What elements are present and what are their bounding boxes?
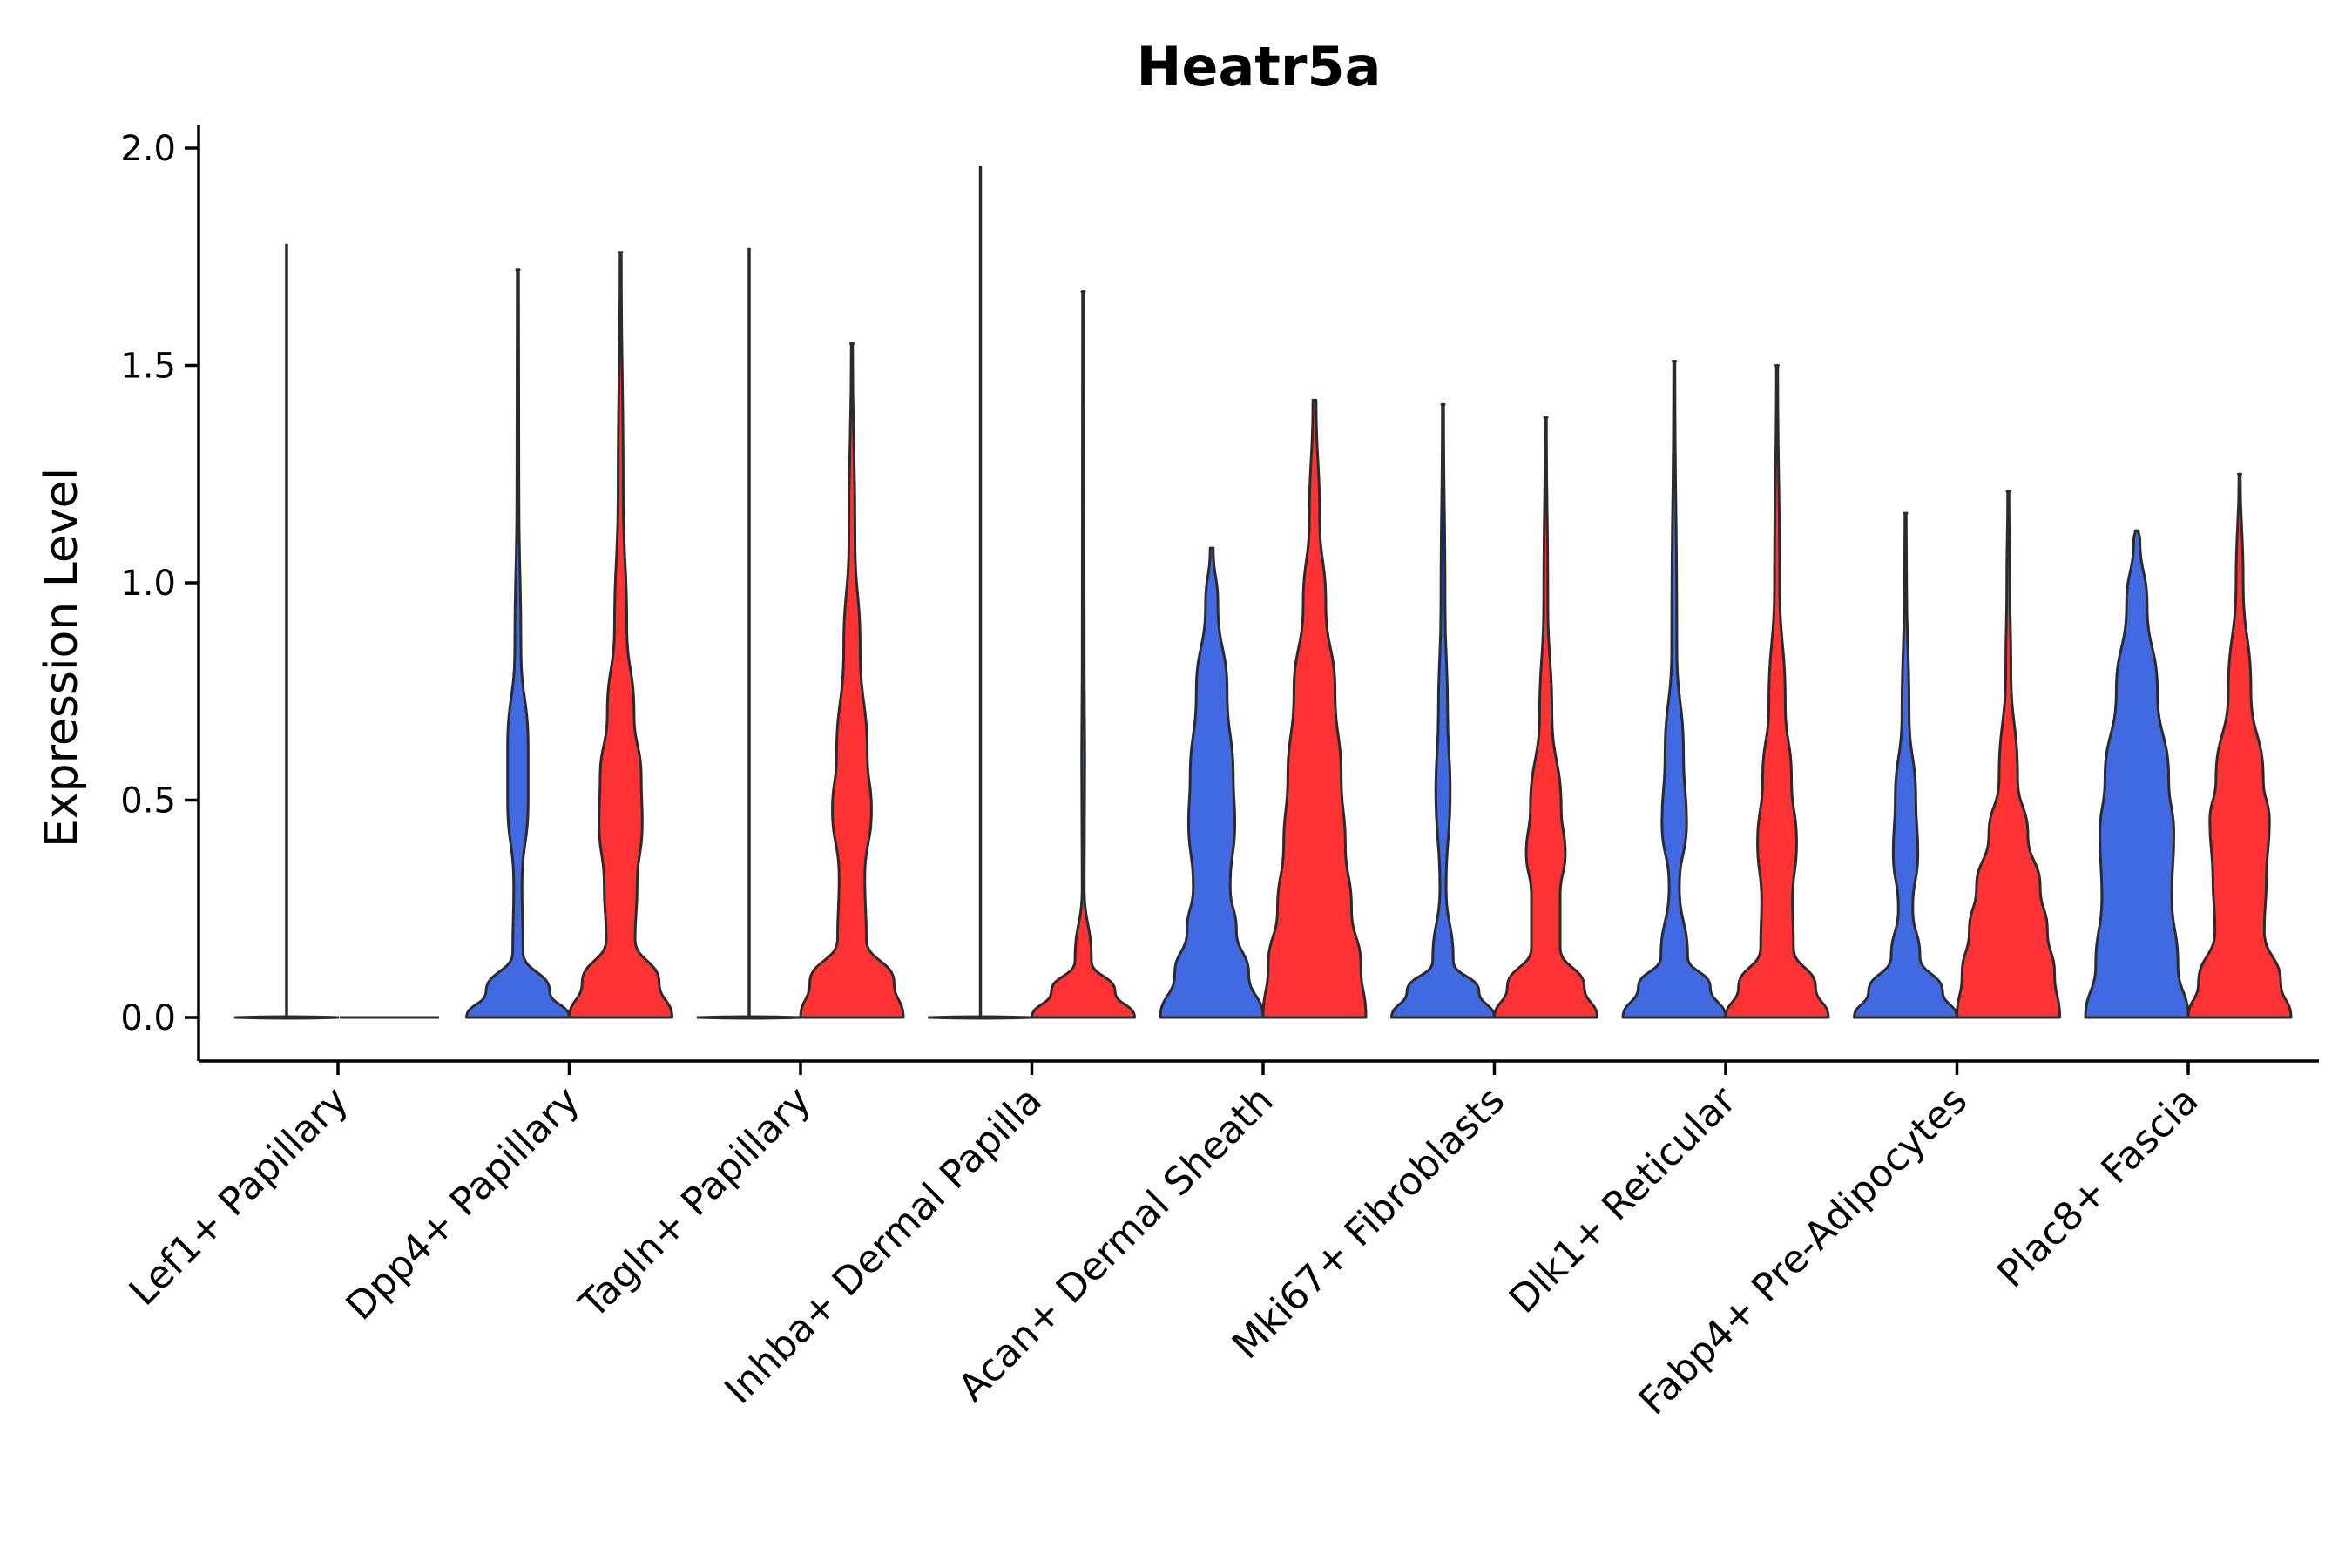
y-tick-label: 2.0 bbox=[120, 129, 176, 169]
violin-shape bbox=[1390, 402, 1496, 1019]
violin-shape bbox=[2186, 472, 2293, 1019]
violin-shape bbox=[799, 342, 905, 1019]
y-tick-label: 1.5 bbox=[120, 347, 176, 387]
plot-area bbox=[233, 165, 2293, 1020]
y-tick-label: 1.0 bbox=[120, 564, 176, 604]
violin-shape bbox=[2084, 529, 2190, 1019]
y-axis-label: Expression Level bbox=[36, 468, 88, 848]
x-category-label: Plac8+ Fascia bbox=[1989, 1078, 2207, 1297]
x-category-label: Dpp4+ Papillary bbox=[338, 1078, 589, 1329]
violin-shape bbox=[568, 251, 673, 1019]
violin-shape bbox=[465, 268, 571, 1019]
x-category-label: Tagln+ Papillary bbox=[571, 1078, 820, 1328]
violin-shape bbox=[1031, 290, 1136, 1019]
x-category-label: Lef1+ Papillary bbox=[121, 1078, 357, 1315]
violin-shape bbox=[1261, 398, 1368, 1019]
violin-shape bbox=[1853, 511, 1958, 1019]
violin-shape bbox=[1724, 364, 1830, 1019]
y-tick-label: 0.5 bbox=[120, 781, 176, 821]
violin-shape bbox=[1621, 360, 1727, 1019]
violin-shape bbox=[1493, 416, 1598, 1019]
violin-shape bbox=[1956, 490, 2061, 1019]
x-category-label: Dlk1+ Reticular bbox=[1501, 1078, 1746, 1322]
y-axis: 0.0 0.5 1.0 1.5 2.0 bbox=[120, 125, 200, 1061]
chart-title: Heatr5a bbox=[1137, 35, 1382, 98]
violin-shape bbox=[1159, 546, 1265, 1019]
y-tick-label: 0.0 bbox=[120, 998, 176, 1038]
